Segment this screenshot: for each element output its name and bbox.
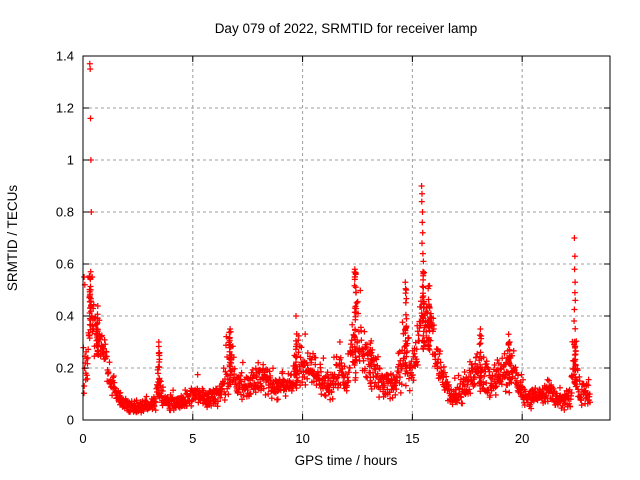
y-tick-label: 0.2 xyxy=(56,361,74,376)
x-tick-label: 15 xyxy=(405,431,419,446)
x-tick-label: 5 xyxy=(189,431,196,446)
y-axis-label: SRMTID / TECUs xyxy=(5,185,20,292)
y-tick-label: 1.4 xyxy=(56,49,74,64)
axis-layer: 0 5 10 15 20 0 0.2 0.4 0.6 0.8 1 1.2 1.4 xyxy=(56,49,611,446)
y-tick-label: 0 xyxy=(67,413,74,428)
grid-layer xyxy=(83,56,610,420)
y-tick-label: 1 xyxy=(67,153,74,168)
x-axis-label: GPS time / hours xyxy=(295,453,398,468)
data-points-layer xyxy=(80,60,593,416)
y-tick-label: 0.6 xyxy=(56,257,74,272)
x-tick-label: 0 xyxy=(79,431,86,446)
plot-border xyxy=(82,55,611,421)
y-tick-label: 0.8 xyxy=(56,205,74,220)
data-points xyxy=(80,60,593,416)
x-tick-label: 10 xyxy=(295,431,309,446)
x-tick-label: 20 xyxy=(515,431,529,446)
chart-title: Day 079 of 2022, SRMTID for receiver lam… xyxy=(215,21,478,36)
y-tick-label: 0.4 xyxy=(56,309,74,324)
y-tick-label: 1.2 xyxy=(56,101,74,116)
